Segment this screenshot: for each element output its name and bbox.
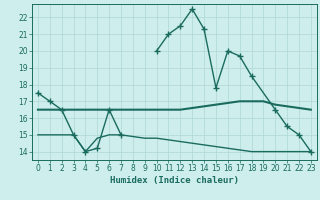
X-axis label: Humidex (Indice chaleur): Humidex (Indice chaleur): [110, 176, 239, 185]
